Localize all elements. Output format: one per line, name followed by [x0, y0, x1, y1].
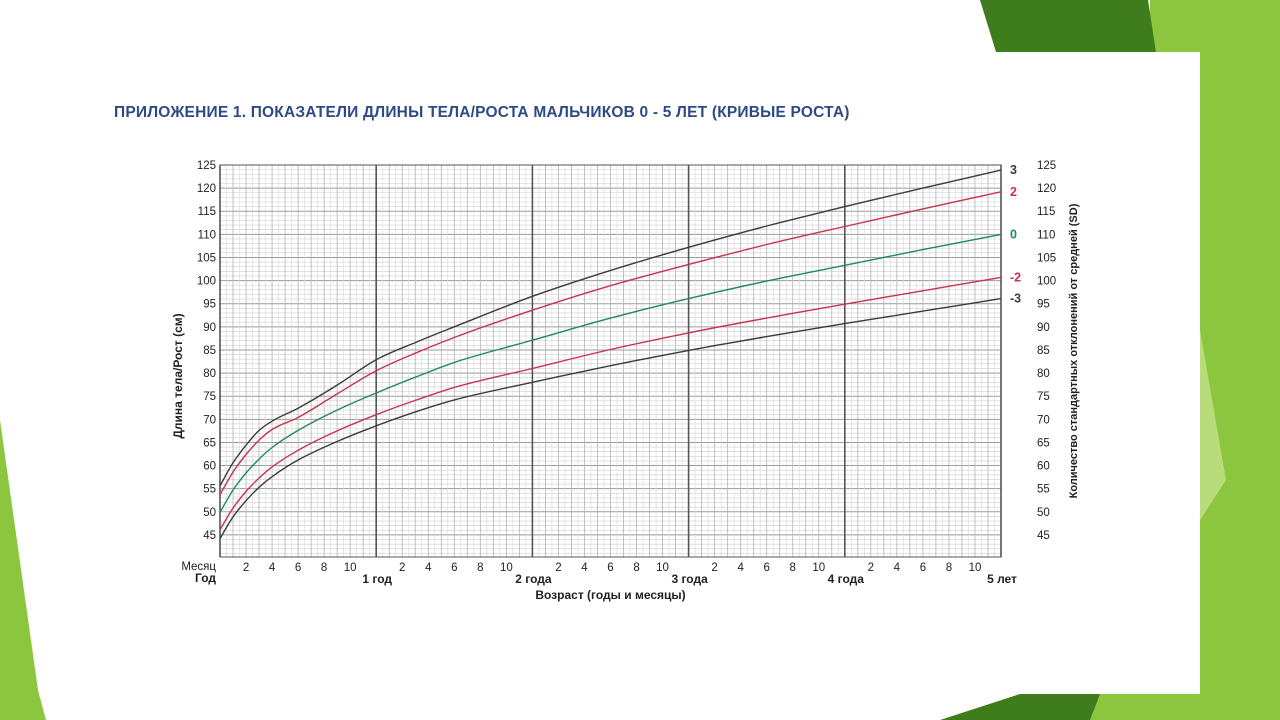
x-month-tick-label: 4: [425, 562, 432, 574]
growth-curve-sd-2: [219, 191, 1002, 496]
y-tick-label-right: 70: [1037, 414, 1050, 426]
growth-curve-sd--3: [219, 297, 1002, 539]
x-month-tick-label: 10: [812, 562, 825, 574]
x-month-tick-label: 4: [581, 562, 588, 574]
x-month-tick-label: 4: [269, 562, 276, 574]
y-tick-label-right: 75: [1037, 391, 1050, 403]
y-tick-label-right: 95: [1037, 299, 1050, 311]
x-year-label: 1 год: [362, 572, 392, 586]
sd-label--3: -3: [1010, 292, 1021, 306]
x-year-label: 2 года: [515, 572, 552, 586]
x-row-label-year: Год: [195, 571, 216, 585]
y-tick-label-right: 125: [1037, 160, 1056, 172]
y-tick-label-left: 125: [197, 160, 216, 172]
plot-border: [219, 164, 1002, 558]
x-month-tick-label: 6: [451, 562, 457, 574]
x-row-label-month: Месяц: [181, 561, 216, 573]
growth-curve-sd-0: [219, 233, 1002, 513]
y-tick-label-right: 105: [1037, 252, 1056, 264]
x-month-tick-label: 10: [500, 562, 513, 574]
green-accent-top-right: [980, 0, 1280, 720]
x-month-tick-label: 6: [763, 562, 769, 574]
y-tick-label-left: 55: [203, 484, 216, 496]
x-month-tick-label: 8: [946, 562, 952, 574]
y-axis-title-right: Количество стандартных отклонений от сре…: [1068, 203, 1080, 498]
x-month-tick-label: 10: [344, 562, 357, 574]
y-tick-label-right: 60: [1037, 461, 1050, 473]
x-month-tick-label: 2: [555, 562, 561, 574]
x-month-tick-label: 8: [321, 562, 327, 574]
y-tick-label-left: 60: [203, 461, 216, 473]
y-tick-label-right: 80: [1037, 368, 1050, 380]
x-month-tick-label: 2: [399, 562, 405, 574]
y-tick-label-right: 65: [1037, 437, 1050, 449]
green-accent-bottom-right: [1090, 694, 1200, 720]
y-tick-label-right: 115: [1037, 206, 1055, 218]
chart-grid: [219, 164, 1002, 558]
y-tick-label-right: 110: [1037, 229, 1055, 241]
chart-curves: [219, 169, 1002, 539]
x-month-tick-label: 6: [920, 562, 926, 574]
y-tick-label-left: 75: [203, 391, 216, 403]
y-tick-label-right: 100: [1037, 276, 1056, 288]
x-month-tick-label: 2: [868, 562, 874, 574]
x-month-tick-label: 8: [633, 562, 639, 574]
x-month-tick-label: 8: [790, 562, 796, 574]
slide-title: ПРИЛОЖЕНИЕ 1. ПОКАЗАТЕЛИ ДЛИНЫ ТЕЛА/РОСТ…: [114, 104, 850, 121]
x-month-tick-label: 4: [737, 562, 744, 574]
y-tick-label-left: 110: [198, 229, 216, 241]
sd-label-0: 0: [1010, 227, 1017, 241]
y-tick-label-left: 115: [198, 206, 216, 218]
y-tick-label-left: 70: [203, 414, 216, 426]
y-tick-label-right: 120: [1037, 183, 1056, 195]
x-month-tick-label: 4: [894, 562, 901, 574]
x-year-label: 5 лет: [987, 572, 1017, 586]
x-month-tick-label: 6: [607, 562, 613, 574]
y-tick-label-left: 105: [197, 252, 216, 264]
sd-label--2: -2: [1010, 270, 1021, 284]
y-tick-label-right: 50: [1037, 507, 1050, 519]
x-month-tick-label: 6: [295, 562, 301, 574]
y-tick-label-left: 95: [203, 299, 216, 311]
y-tick-label-left: 100: [197, 276, 216, 288]
x-month-tick-label: 2: [711, 562, 717, 574]
x-axis-title: Возраст (годы и месяцы): [535, 588, 685, 602]
x-month-tick-label: 10: [969, 562, 982, 574]
y-tick-label-left: 85: [203, 345, 216, 357]
y-tick-label-left: 80: [203, 368, 216, 380]
x-year-label: 3 года: [671, 572, 708, 586]
x-month-tick-label: 8: [477, 562, 483, 574]
y-tick-label-right: 90: [1037, 322, 1050, 334]
growth-curve-sd-3: [219, 169, 1002, 487]
y-axis-title: Длина тела/Рост (см): [171, 313, 185, 438]
dark-green-accent-top: [980, 0, 1156, 52]
x-year-label: 4 года: [828, 572, 865, 586]
green-accent-left: [0, 420, 46, 720]
sd-label-3: 3: [1010, 163, 1017, 177]
y-tick-label-left: 45: [203, 530, 216, 542]
y-tick-label-right: 85: [1037, 345, 1050, 357]
sd-label-2: 2: [1010, 185, 1017, 199]
light-green-accent-right: [1200, 330, 1226, 520]
y-tick-label-left: 120: [197, 183, 216, 195]
growth-curve-sd--2: [219, 276, 1002, 531]
y-tick-label-right: 55: [1037, 484, 1050, 496]
x-month-tick-label: 10: [656, 562, 669, 574]
y-tick-label-right: 45: [1037, 530, 1050, 542]
y-tick-label-left: 50: [203, 507, 216, 519]
y-tick-label-left: 65: [203, 437, 216, 449]
y-tick-label-left: 90: [203, 322, 216, 334]
x-month-tick-label: 2: [243, 562, 249, 574]
